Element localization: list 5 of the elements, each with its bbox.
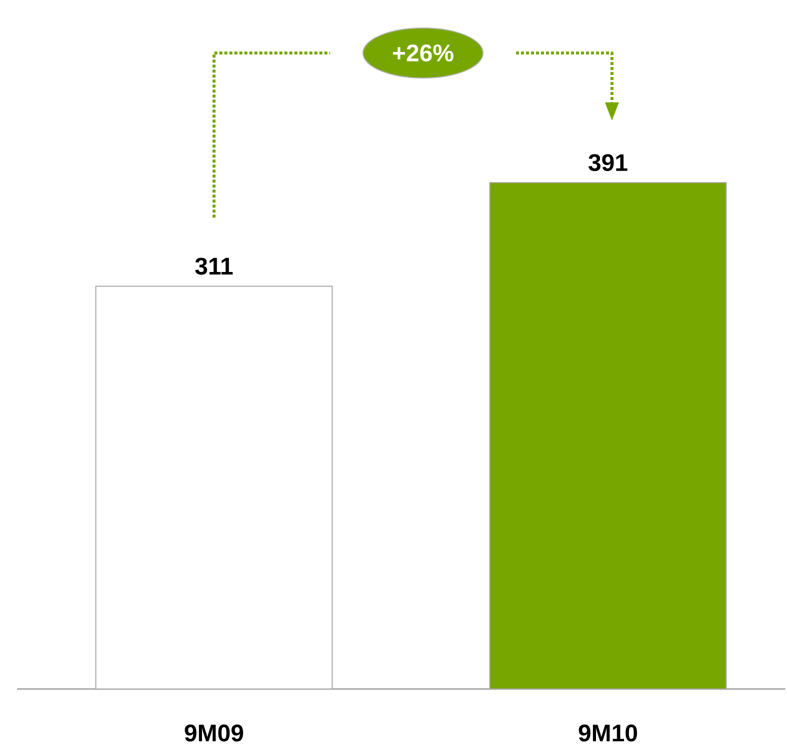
data-label: 391 — [588, 154, 628, 172]
x-tick-label: 9M10 — [578, 724, 638, 742]
text: +26% — [392, 44, 454, 62]
data-label: 311 — [195, 258, 233, 275]
x-tick-label: 9M09 — [184, 724, 244, 742]
